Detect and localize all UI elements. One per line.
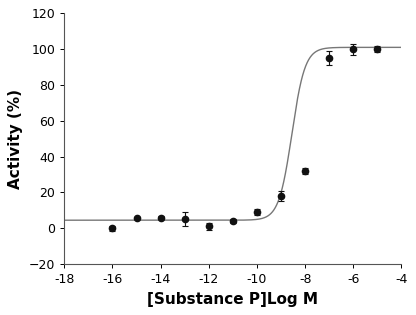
Y-axis label: Activity (%): Activity (%)	[8, 89, 23, 189]
X-axis label: [Substance P]Log M: [Substance P]Log M	[147, 292, 318, 307]
